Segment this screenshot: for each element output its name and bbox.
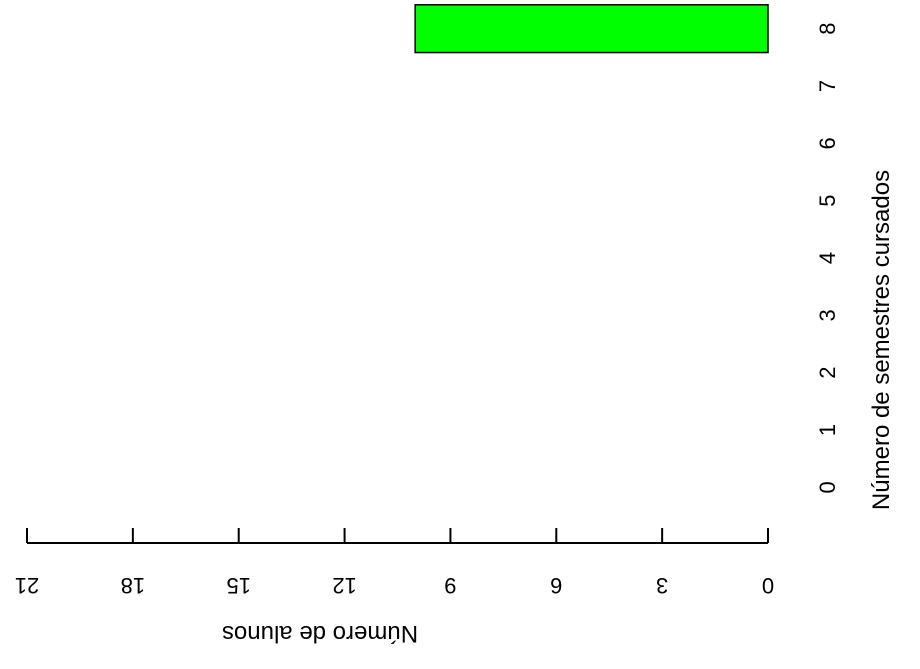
x-tick-label-9: 9 (444, 573, 456, 598)
category-axis-labels: 0 1 2 3 4 5 6 7 8 (815, 23, 840, 494)
bar-8 (414, 4, 769, 54)
bars (414, 4, 769, 54)
category-label-5: 5 (815, 195, 840, 207)
x-tick-label-21: 21 (15, 573, 39, 598)
x-tick-label-15: 15 (226, 573, 250, 598)
category-label-4: 4 (815, 252, 840, 264)
x-tick-label-18: 18 (121, 573, 145, 598)
category-label-0: 0 (815, 481, 840, 493)
value-axis-ticks: 0 3 6 9 12 15 18 21 (15, 528, 774, 598)
category-label-8: 8 (815, 23, 840, 35)
y-axis-title: Número de semestres cursados (868, 170, 895, 510)
category-label-6: 6 (815, 137, 840, 149)
x-tick-label-0: 0 (762, 573, 774, 598)
category-label-2: 2 (815, 367, 840, 379)
x-tick-label-3: 3 (656, 573, 668, 598)
category-label-1: 1 (815, 424, 840, 436)
x-tick-label-12: 12 (332, 573, 356, 598)
category-label-7: 7 (815, 80, 840, 92)
x-tick-label-6: 6 (550, 573, 562, 598)
x-axis-title: Número de alunos (222, 620, 418, 647)
category-label-3: 3 (815, 309, 840, 321)
